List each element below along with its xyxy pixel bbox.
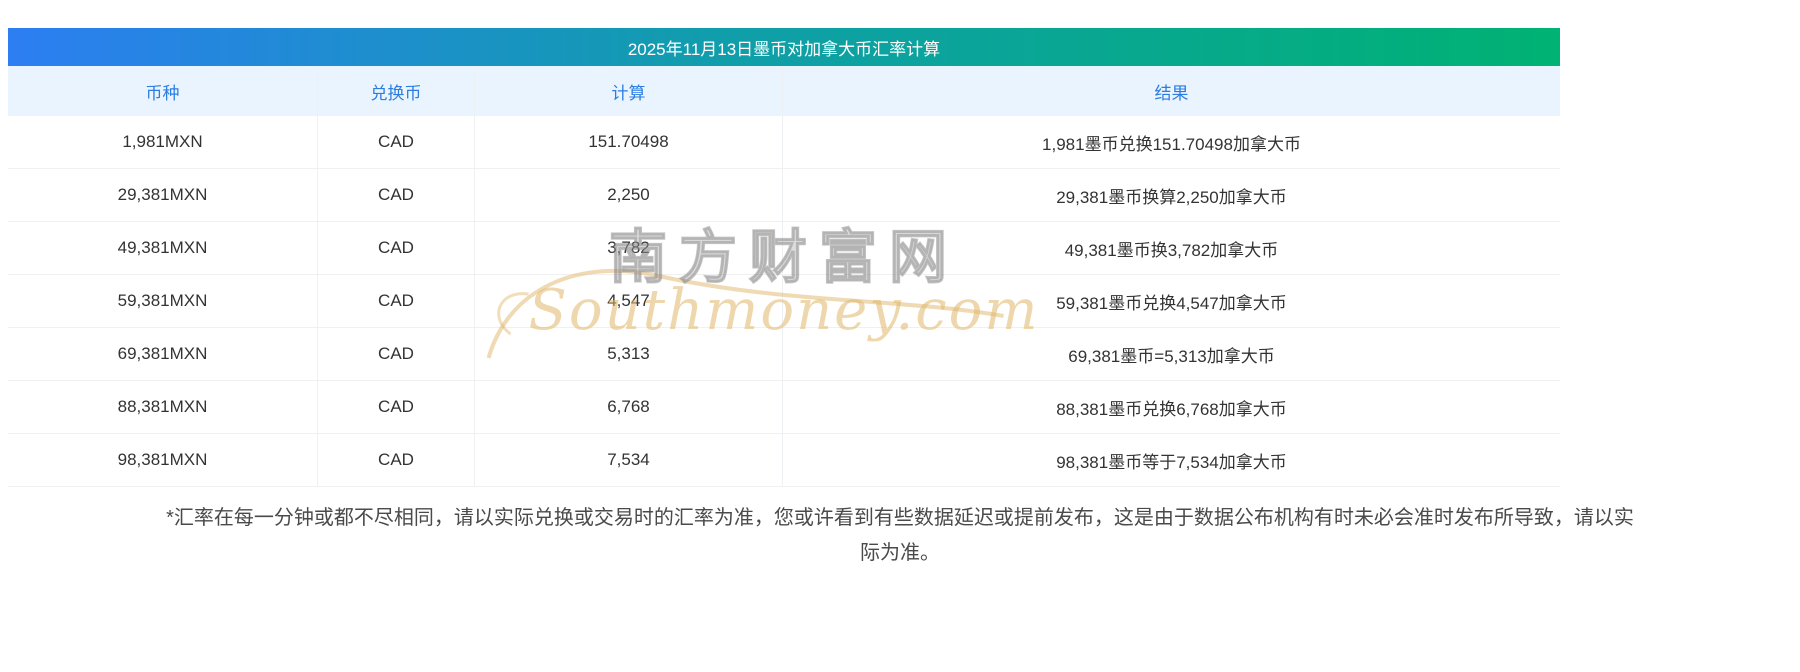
disclaimer-line-1: *汇率在每一分钟或都不尽相同，请以实际兑换或交易时的汇率为准，您或许看到有些数据…: [166, 507, 1634, 529]
table-row: 98,381MXN CAD 7,534 98,381墨币等于7,534加拿大币: [8, 434, 1560, 487]
table-cell-exchange-currency: CAD: [318, 381, 475, 433]
table-cell-exchange-currency: CAD: [318, 222, 475, 274]
table-row: 59,381MXN CAD 4,547 59,381墨币兑换4,547加拿大币: [8, 275, 1560, 328]
table-cell-exchange-currency: CAD: [318, 116, 475, 168]
table-cell-result: 49,381墨币换3,782加拿大币: [1064, 240, 1279, 260]
table-cell-exchange-currency: CAD: [318, 169, 475, 221]
table-cell-result: 59,381墨币兑换4,547加拿大币: [1056, 293, 1287, 313]
column-header-calculation: 计算: [475, 66, 783, 116]
disclaimer-line-2: 际为准。: [860, 542, 940, 564]
table-row: 1,981MXN CAD 151.70498 1,981墨币兑换151.70498加拿…: [8, 116, 1560, 169]
table-cell-currency: 1,981MXN: [8, 116, 318, 168]
column-header-result: 结果: [1154, 83, 1189, 103]
disclaimer-text: *汇率在每一分钟或都不尽相同，请以实际兑换或交易时的汇率为准，您或许看到有些数据…: [0, 501, 1800, 571]
table-cell-exchange-currency: CAD: [318, 434, 475, 486]
table-cell-calculation: 6,768: [475, 381, 783, 433]
table-cell-calculation: 151.70498: [475, 116, 783, 168]
table-cell-calculation: 5,313: [475, 328, 783, 380]
table-cell-currency: 88,381MXN: [8, 381, 318, 433]
column-header-currency: 币种: [8, 66, 318, 116]
table-body: 1,981MXN CAD 151.70498 1,981墨币兑换151.70498加拿…: [8, 116, 1560, 487]
page: 2025年11月13日墨币对加拿大币汇率计算 币种 兑换币 计算 结果 1,98…: [0, 28, 1800, 672]
table-row: 49,381MXN CAD 3,782 49,381墨币换3,782加拿大币: [8, 222, 1560, 275]
table-title-bar: 2025年11月13日墨币对加拿大币汇率计算: [8, 28, 1560, 66]
table-cell-currency: 69,381MXN: [8, 328, 318, 380]
table-cell-exchange-currency: CAD: [318, 328, 475, 380]
table-cell-currency: 59,381MXN: [8, 275, 318, 327]
table-cell-exchange-currency: CAD: [318, 275, 475, 327]
table-row: 29,381MXN CAD 2,250 29,381墨币换算2,250加拿大币: [8, 169, 1560, 222]
table-cell-result: 98,381墨币等于7,534加拿大币: [1056, 452, 1287, 472]
table-header-row: 币种 兑换币 计算 结果: [8, 66, 1560, 116]
table-row: 69,381MXN CAD 5,313 69,381墨币=5,313加拿大币: [8, 328, 1560, 381]
table-cell-currency: 29,381MXN: [8, 169, 318, 221]
table-cell-result: 29,381墨币换算2,250加拿大币: [1056, 187, 1287, 207]
table-cell-result: 1,981墨币兑换151.70498加拿大币: [1042, 134, 1301, 154]
page-title: 2025年11月13日墨币对加拿大币汇率计算: [627, 39, 941, 59]
table-row: 88,381MXN CAD 6,768 88,381墨币兑换6,768加拿大币: [8, 381, 1560, 434]
table-cell-calculation: 2,250: [475, 169, 783, 221]
table-cell-currency: 49,381MXN: [8, 222, 318, 274]
table-cell-calculation: 3,782: [475, 222, 783, 274]
exchange-rate-table: 2025年11月13日墨币对加拿大币汇率计算 币种 兑换币 计算 结果 1,98…: [8, 28, 1560, 487]
table-cell-currency: 98,381MXN: [8, 434, 318, 486]
table-cell-calculation: 4,547: [475, 275, 783, 327]
table-cell-calculation: 7,534: [475, 434, 783, 486]
table-cell-result: 69,381墨币=5,313加拿大币: [1068, 346, 1275, 366]
column-header-exchange-currency: 兑换币: [318, 66, 475, 116]
table-cell-result: 88,381墨币兑换6,768加拿大币: [1056, 399, 1287, 419]
